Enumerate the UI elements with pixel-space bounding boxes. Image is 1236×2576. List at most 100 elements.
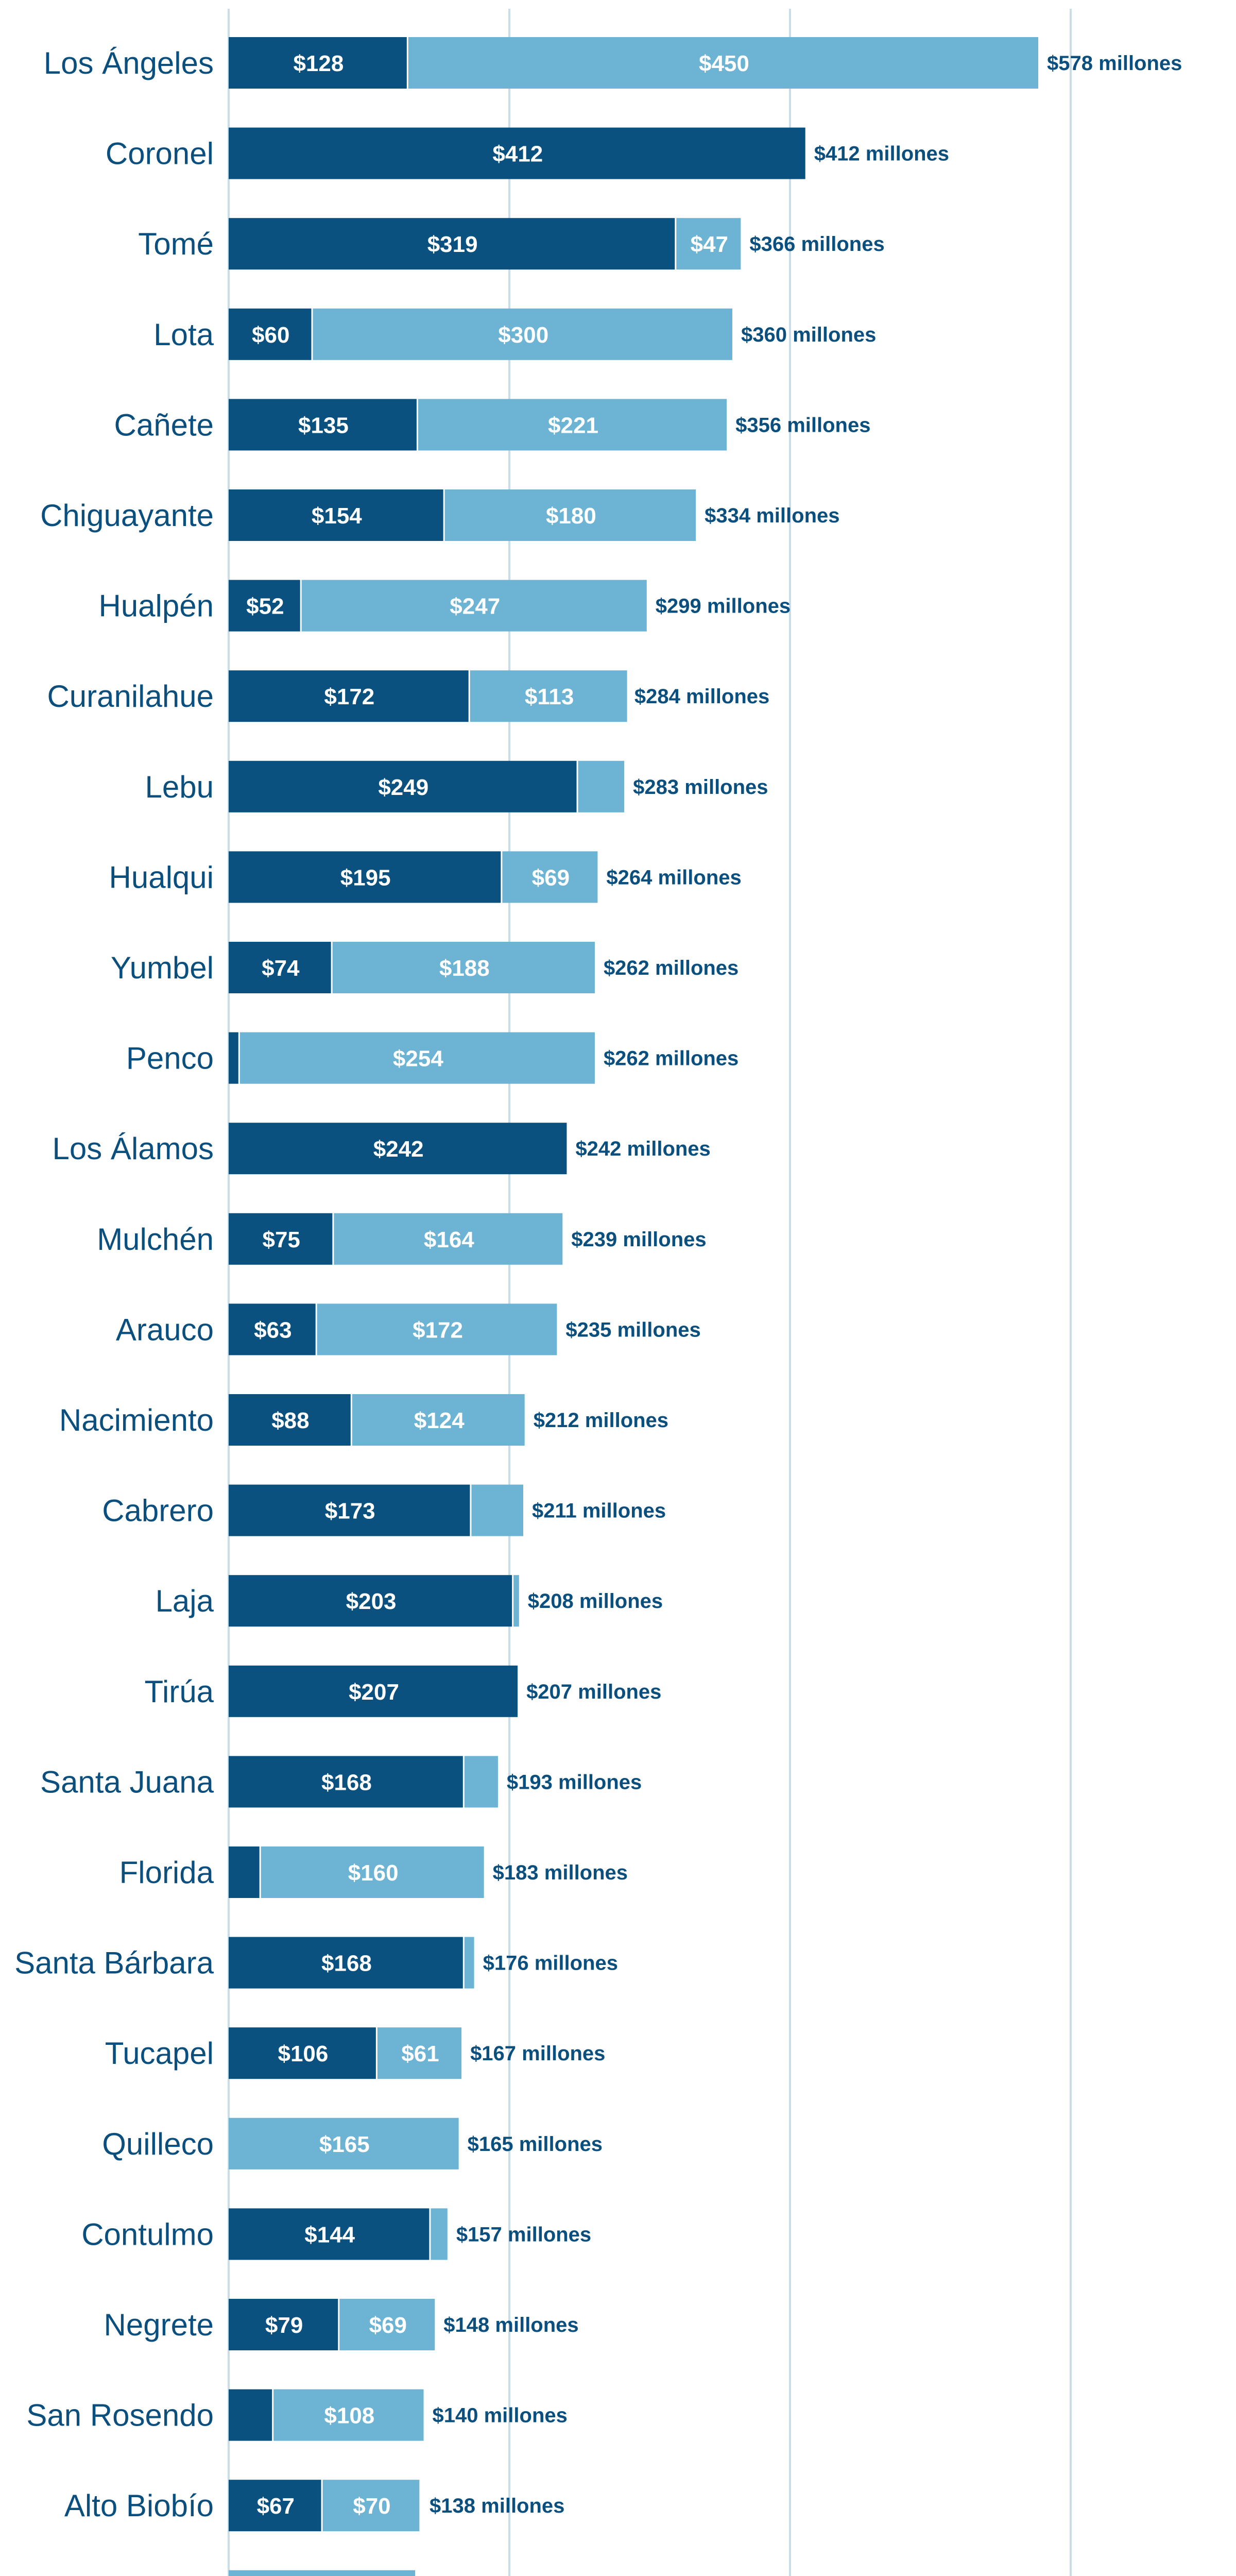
bar-disponible-label: $108: [324, 2403, 374, 2429]
total-label: $157 millones: [456, 2223, 591, 2246]
category-label: Florida: [119, 1855, 214, 1890]
bar-gasto[interactable]: [229, 489, 443, 541]
bar-disponible[interactable]: [676, 218, 741, 270]
bar-disponible[interactable]: [470, 670, 627, 722]
bar-gasto-label: $412: [492, 142, 543, 167]
bar-gasto[interactable]: [229, 1394, 351, 1446]
bar-gasto[interactable]: [229, 1846, 260, 1898]
total-label: $167 millones: [470, 2042, 605, 2065]
bar-gasto[interactable]: [229, 670, 469, 722]
bar-disponible[interactable]: [332, 942, 595, 993]
bar-disponible[interactable]: [313, 308, 733, 360]
bar-disponible[interactable]: [339, 2299, 435, 2350]
bar-disponible-label: $300: [498, 323, 548, 348]
bar-gasto[interactable]: [229, 1213, 333, 1265]
category-label: San Rosendo: [26, 2398, 214, 2433]
bar-gasto-label: $144: [304, 2222, 355, 2247]
bar-gasto[interactable]: [229, 2027, 376, 2079]
bar-gasto[interactable]: [229, 760, 577, 812]
bar-gasto[interactable]: [229, 127, 805, 179]
bar-gasto-label: $106: [278, 2041, 328, 2066]
category-label: Santa Bárbara: [14, 1946, 214, 1980]
bar-disponible[interactable]: [377, 2027, 462, 2079]
bar-gasto-label: $203: [346, 1589, 397, 1614]
bar-gasto[interactable]: [229, 2208, 430, 2260]
bar-gasto[interactable]: [229, 399, 417, 451]
bar-gasto[interactable]: [229, 1484, 470, 1536]
total-label: $176 millones: [483, 1952, 618, 1975]
bar-gasto[interactable]: [229, 1937, 463, 1989]
bar-gasto-label: $63: [254, 1317, 291, 1343]
bar-gasto[interactable]: [229, 2480, 321, 2532]
bar-disponible[interactable]: [352, 1394, 525, 1446]
bar-disponible[interactable]: [229, 2570, 416, 2576]
bar-disponible[interactable]: [513, 1575, 519, 1627]
bar-gasto[interactable]: [229, 1123, 567, 1175]
total-label: $239 millones: [571, 1228, 706, 1251]
bar-disponible-label: $188: [439, 956, 490, 981]
total-label: $242 millones: [575, 1138, 710, 1160]
bar-disponible[interactable]: [322, 2480, 420, 2532]
bar-disponible-label: $221: [548, 413, 598, 438]
bar-gasto-label: $74: [262, 956, 300, 981]
bar-disponible-label: $247: [450, 594, 500, 619]
bar-gasto[interactable]: [229, 1303, 316, 1355]
bar-disponible-label: $165: [319, 2132, 370, 2157]
bar-gasto[interactable]: [229, 37, 407, 89]
segment-labels: $128 $450 $412 $319 $47 $60 $300 $135 $221 $154 $1…: [246, 51, 749, 2519]
bar-disponible[interactable]: [334, 1213, 563, 1265]
bar-disponible[interactable]: [408, 37, 1039, 89]
total-label: $360 millones: [741, 324, 876, 346]
bar-disponible[interactable]: [261, 1846, 484, 1898]
bar-disponible[interactable]: [301, 580, 647, 632]
category-label: Los Ángeles: [44, 46, 214, 80]
bar-gasto-label: $75: [262, 1227, 300, 1252]
bar-gasto[interactable]: [229, 1665, 518, 1717]
category-label: Cañete: [114, 408, 214, 442]
bar-disponible[interactable]: [444, 489, 696, 541]
bar-disponible-label: $69: [532, 865, 570, 890]
total-label: $578 millones: [1047, 52, 1182, 75]
bar-disponible[interactable]: [317, 1303, 557, 1355]
total-label: $165 millones: [468, 2133, 603, 2156]
bar-gasto[interactable]: [229, 308, 312, 360]
category-label: Coronel: [106, 137, 214, 171]
category-label: Penco: [126, 1041, 214, 1076]
total-label: $212 millones: [534, 1409, 668, 1432]
total-label: $138 millones: [430, 2495, 564, 2517]
category-label: Chiguayante: [40, 498, 214, 533]
bar-disponible[interactable]: [464, 1937, 474, 1989]
bar-gasto[interactable]: [229, 2389, 272, 2441]
bar-disponible[interactable]: [431, 2208, 448, 2260]
bar-disponible[interactable]: [273, 2389, 424, 2441]
bar-disponible-label: $113: [525, 684, 574, 709]
category-label: Lebu: [145, 770, 214, 804]
bar-gasto[interactable]: [229, 580, 300, 632]
category-label: Mulchén: [97, 1222, 214, 1257]
bar-disponible[interactable]: [229, 2117, 459, 2170]
bar-gasto-label: $128: [293, 51, 344, 76]
bar-gasto[interactable]: [229, 1032, 238, 1084]
bar-disponible[interactable]: [239, 1032, 595, 1084]
bar-gasto[interactable]: [229, 942, 331, 993]
bar-disponible-label: $164: [424, 1227, 474, 1252]
bar-disponible[interactable]: [464, 1756, 498, 1808]
bar-gasto[interactable]: [229, 851, 501, 903]
bar-disponible-label: $450: [699, 51, 749, 76]
bar-disponible[interactable]: [578, 760, 625, 812]
bar-disponible[interactable]: [418, 399, 727, 451]
category-label: Tucapel: [105, 2036, 214, 2071]
bar-gasto[interactable]: [229, 1575, 512, 1627]
bar-gasto-label: $52: [246, 594, 284, 619]
total-label: $284 millones: [634, 685, 769, 708]
bar-disponible[interactable]: [502, 851, 598, 903]
bar-gasto-label: $168: [321, 1951, 372, 1976]
bar-gasto-label: $172: [324, 684, 374, 709]
total-label: $356 millones: [735, 414, 870, 436]
gridlines: [228, 9, 1072, 2576]
bar-gasto-label: $88: [271, 1408, 309, 1433]
bar-gasto[interactable]: [229, 1756, 463, 1808]
bar-disponible[interactable]: [471, 1484, 523, 1536]
bar-gasto[interactable]: [229, 218, 675, 270]
bar-gasto[interactable]: [229, 2299, 338, 2350]
